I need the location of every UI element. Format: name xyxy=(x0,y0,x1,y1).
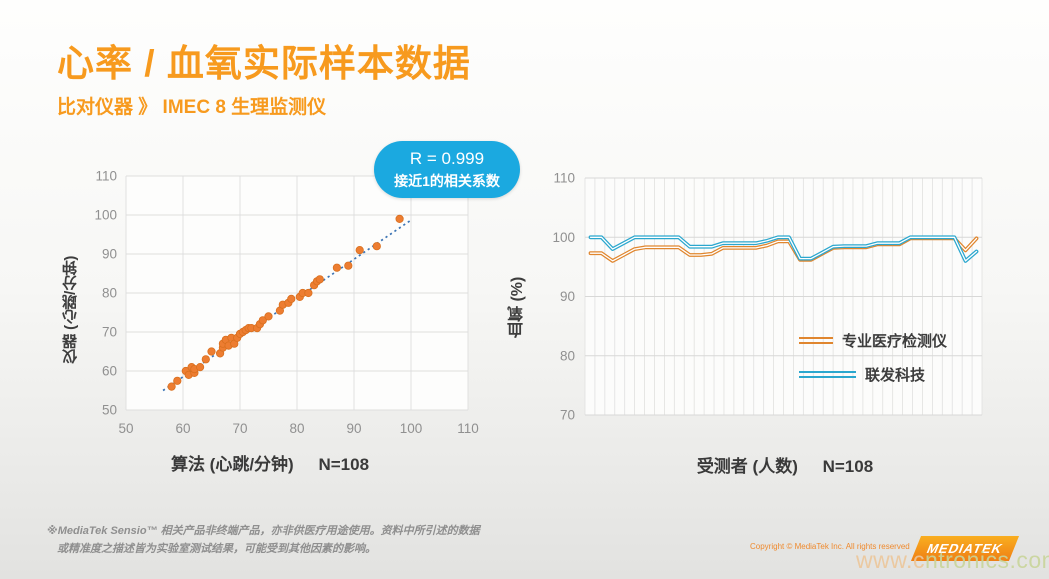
svg-text:70: 70 xyxy=(560,408,575,423)
svg-text:90: 90 xyxy=(346,421,361,436)
scatter-chart: 50 60 70 80 90 100 110 50 60 70 80 90 100 110 xyxy=(94,169,479,437)
scatter-y-axis-title: 仪器 (心跳/分钟) xyxy=(62,255,79,365)
watermark-part1: www.c xyxy=(856,547,925,573)
svg-text:80: 80 xyxy=(289,421,304,436)
legend-label: 专业医疗检测仪 xyxy=(842,333,948,350)
copyright: Copyright © MediaTek Inc. All rights res… xyxy=(750,542,910,551)
correlation-caption: 接近1的相关系数 xyxy=(394,173,500,189)
line-x-axis-label: 受测者 (人数) xyxy=(696,457,798,476)
line-y-axis-title: 血氧 (%) xyxy=(509,276,526,339)
legend-item-professional: 专业医疗检测仪 xyxy=(799,330,947,351)
scatter-sample-size: N=108 xyxy=(318,455,370,474)
svg-text:100: 100 xyxy=(552,230,575,245)
disclaimer-line2: 或精准度之描述皆为实验室测试结果，可能受到其他因素的影响。 xyxy=(57,543,376,556)
correlation-value: R = 0.999 xyxy=(409,149,485,168)
legend-swatch-blue xyxy=(799,371,856,378)
disclaimer-line1: ※MediaTek Sensio™ 相关产品非终端产品，亦非供医疗用途使用。资料… xyxy=(47,525,480,537)
legend: 专业医疗检测仪 联发科技 xyxy=(799,330,947,398)
svg-text:60: 60 xyxy=(175,421,190,436)
svg-text:100: 100 xyxy=(94,208,117,223)
svg-text:70: 70 xyxy=(102,325,117,340)
watermark-part2: ntronics.com xyxy=(924,547,1049,573)
svg-text:60: 60 xyxy=(102,364,117,379)
svg-text:90: 90 xyxy=(560,289,575,304)
svg-text:110: 110 xyxy=(95,169,117,184)
svg-text:90: 90 xyxy=(102,247,117,262)
correlation-badge: R = 0.999 接近1的相关系数 xyxy=(374,141,520,198)
line-sample-size: N=108 xyxy=(822,457,874,476)
watermark: www.cntronics.com xyxy=(856,547,1049,574)
legend-swatch-orange xyxy=(799,337,833,344)
legend-item-mediatek: 联发科技 xyxy=(799,364,947,385)
svg-text:80: 80 xyxy=(102,286,117,301)
svg-text:70: 70 xyxy=(232,421,247,436)
scatter-x-axis-title: 算法 (心跳/分钟) N=108 xyxy=(110,450,430,475)
page-subtitle: 比对仪器 》 IMEC 8 生理监测仪 xyxy=(57,97,327,118)
svg-text:80: 80 xyxy=(560,348,575,363)
legend-label: 联发科技 xyxy=(865,367,926,384)
svg-text:50: 50 xyxy=(118,421,133,436)
scatter-x-axis-label: 算法 (心跳/分钟) xyxy=(170,455,294,474)
svg-text:110: 110 xyxy=(457,421,479,436)
svg-text:100: 100 xyxy=(400,421,423,436)
line-x-axis-title: 受测者 (人数) N=108 xyxy=(620,452,950,477)
svg-text:50: 50 xyxy=(102,403,117,418)
svg-text:110: 110 xyxy=(553,171,575,186)
disclaimer: ※MediaTek Sensio™ 相关产品非终端产品，亦非供医疗用途使用。资料… xyxy=(47,522,517,558)
page-title: 心率 / 血氧实际样本数据 xyxy=(57,43,471,84)
line-chart: 70 80 90 100 110 xyxy=(552,171,983,423)
